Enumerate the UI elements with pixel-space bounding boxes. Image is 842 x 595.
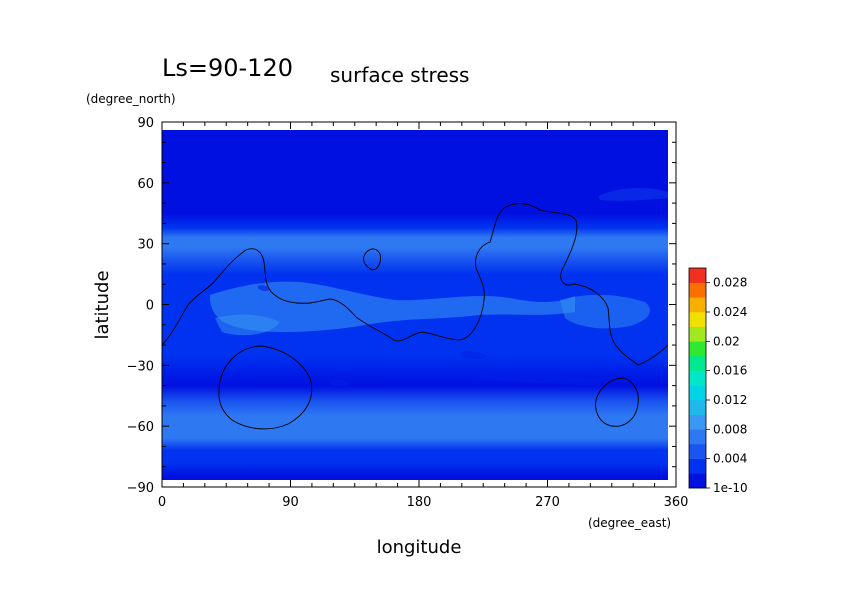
dark-spot-southwest (330, 379, 350, 387)
colorbar-tick-label: 0.004 (713, 452, 747, 466)
y-tick-label: 60 (137, 177, 154, 192)
colorbar-tick-label: 0.008 (713, 422, 747, 436)
x-tick-label: 90 (282, 495, 299, 510)
dark-streak-south (475, 372, 600, 386)
northeast-patch (598, 188, 668, 201)
colorbar-swatch (689, 444, 706, 459)
chart-title: Ls=90-120 (162, 54, 293, 82)
plot-area: 0 90 180 270 360 90 60 30 0 −30 −60 −90 (127, 116, 689, 510)
colorbar-tick-label: 0.02 (713, 334, 740, 348)
x-tick-label: 360 (664, 495, 689, 510)
y-axis-label: latitude (92, 270, 113, 339)
y-tick-label: 90 (137, 116, 154, 131)
x-axis-units: (degree_east) (588, 516, 671, 530)
equatorial-patch-west (215, 314, 280, 336)
y-tick-label: −90 (127, 481, 154, 496)
stress-features (210, 188, 668, 387)
colorbar: 1e-10 0.004 0.008 0.012 0.016 0.02 0.024 0.028 (688, 267, 748, 495)
colorbar-swatch (689, 458, 706, 474)
y-tick-label: −60 (127, 420, 154, 435)
colorbar-tick-label: 0.028 (713, 276, 747, 290)
equatorial-band (210, 281, 575, 333)
x-axis: 0 90 180 270 360 (158, 122, 689, 510)
colorbar-swatch (689, 385, 706, 401)
contour-crater-west (218, 345, 313, 430)
colorbar-swatch (689, 297, 706, 313)
colorbar-tick-label: 1e-10 (713, 481, 748, 495)
colorbar-swatch (689, 414, 706, 430)
colorbar-swatch (689, 473, 706, 489)
colorbar-swatch (689, 282, 706, 298)
colorbar-tick-label: 0.016 (713, 364, 747, 378)
colorbar-tick-label: 0.012 (713, 393, 747, 407)
topography-contours (162, 203, 668, 430)
dark-spot-west (258, 285, 270, 292)
equatorial-patch-east (560, 294, 650, 329)
y-axis: 90 60 30 0 −30 −60 −90 (127, 116, 676, 496)
colorbar-swatch (689, 356, 706, 371)
contour-small-north (363, 248, 381, 271)
contour-main (162, 203, 668, 366)
colorbar-swatch (689, 400, 706, 415)
colorbar-swatch (689, 312, 706, 327)
colorbar-tick-label: 0.024 (713, 305, 747, 319)
x-tick-label: 180 (407, 495, 432, 510)
colorbar-swatch (689, 268, 706, 283)
colorbar-swatch (689, 341, 706, 357)
y-axis-units: (degree_north) (86, 92, 176, 106)
dark-patch-south (460, 351, 488, 359)
y-tick-label: 30 (137, 238, 154, 253)
x-tick-label: 0 (158, 495, 166, 510)
colorbar-swatch (689, 429, 706, 445)
colorbar-swatch (689, 370, 706, 386)
x-axis-label: longitude (377, 537, 462, 558)
x-tick-label: 270 (535, 495, 560, 510)
y-tick-label: 0 (146, 299, 154, 314)
colorbar-frame (688, 267, 707, 489)
contour-crater-east (595, 377, 639, 427)
chart-subtitle: surface stress (330, 63, 469, 87)
colorbar-swatch (689, 326, 706, 342)
y-tick-label: −30 (127, 359, 154, 374)
